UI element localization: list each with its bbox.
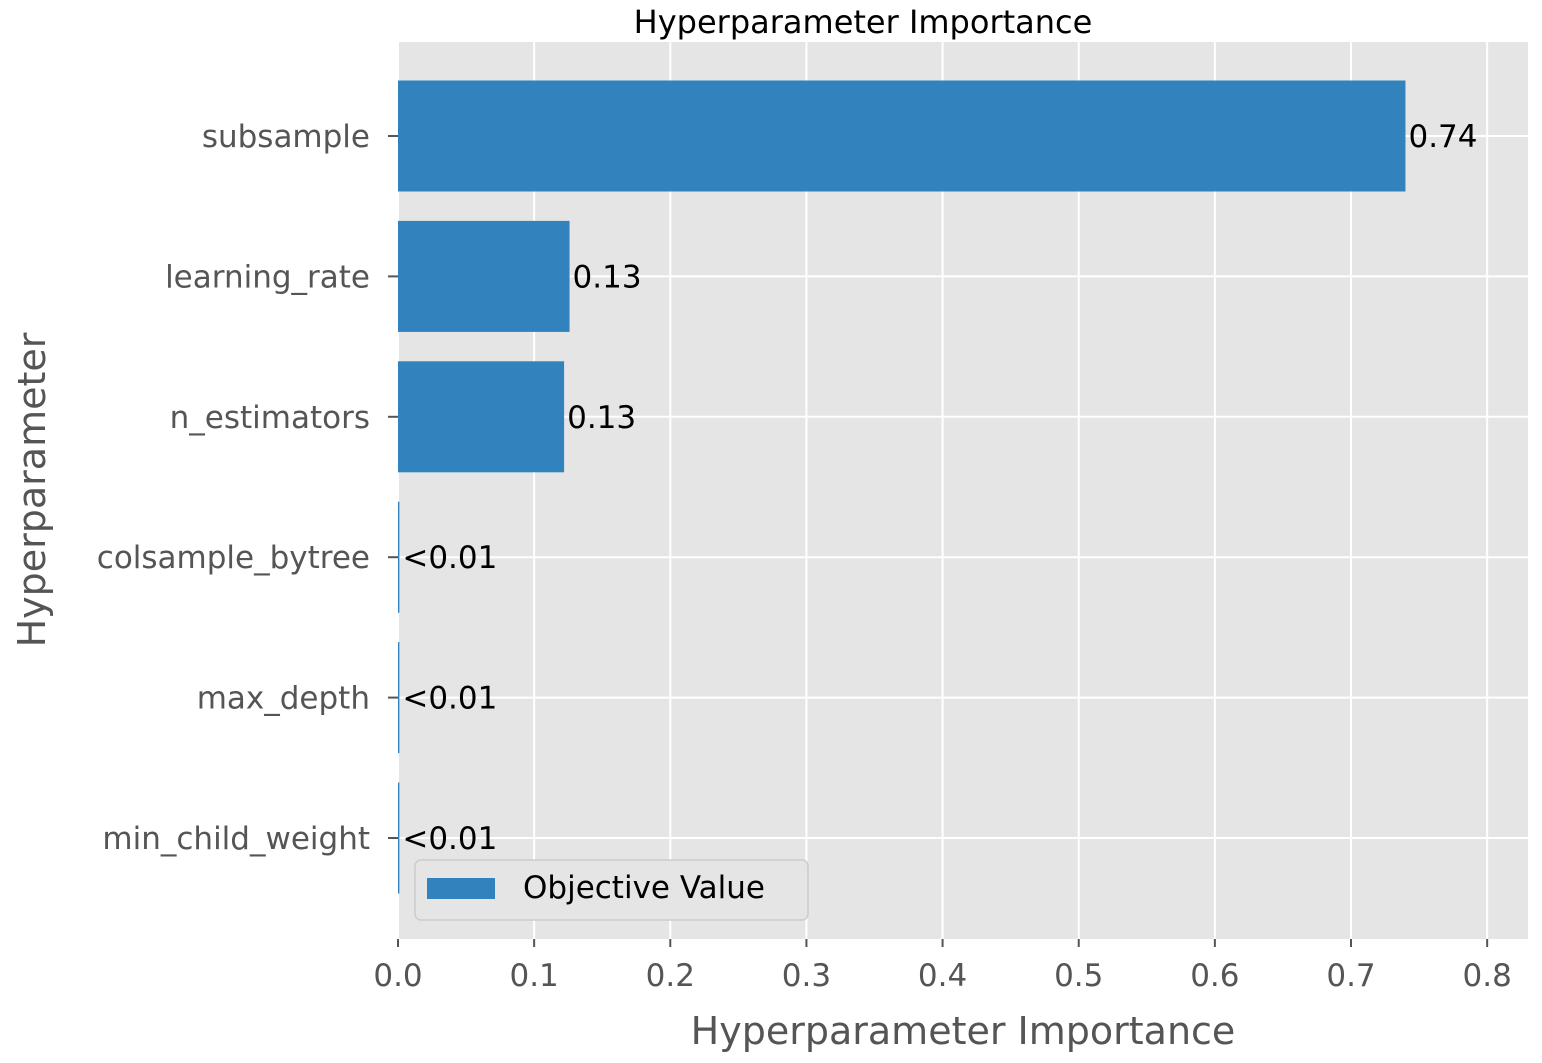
x-tick-label: 0.4: [918, 958, 967, 994]
data-label: 0.74: [1408, 119, 1477, 155]
x-tick-label: 0.1: [509, 958, 558, 994]
bar-n_estimators: [398, 361, 565, 473]
legend-swatch: [427, 878, 495, 899]
chart-title: Hyperparameter Importance: [634, 3, 1093, 41]
bar-subsample: [398, 80, 1406, 192]
x-tick-label: 0.2: [646, 958, 695, 994]
x-axis-ticks: 0.0 0.1 0.2 0.3 0.4 0.5 0.6 0.7 0.8: [373, 939, 1512, 994]
x-tick-label: 0.5: [1054, 958, 1103, 994]
data-label: <0.01: [402, 821, 497, 857]
legend: Objective Value: [414, 859, 809, 921]
x-tick-label: 0.8: [1463, 958, 1512, 994]
x-axis-label: Hyperparameter Importance: [691, 1009, 1236, 1053]
y-axis-ticks: subsample learning_rate n_estimatorscolsam…: [97, 119, 398, 857]
y-tick-label: n_estimators: [170, 400, 370, 436]
bars: [398, 80, 1406, 894]
data-labels: 0.74 0.13 0.13 <0.01 <0.01 <0.01: [402, 119, 1477, 857]
legend-box: [414, 859, 809, 921]
x-tick-label: 0.3: [782, 958, 831, 994]
y-tick-label: learning_rate: [165, 259, 370, 295]
data-label: <0.01: [402, 540, 497, 576]
legend-label: Objective Value: [523, 870, 765, 906]
bar-learning_rate: [398, 220, 570, 332]
bar-min_child_weight: [398, 782, 400, 894]
y-tick-label: colsample_bytree: [97, 540, 370, 576]
y-tick-label: max_depth: [197, 681, 370, 717]
y-tick-label: subsample: [202, 119, 370, 155]
x-tick-label: 0.0: [373, 958, 422, 994]
x-tick-label: 0.7: [1326, 958, 1375, 994]
bar-colsample_bytree: [398, 501, 400, 613]
data-label: 0.13: [573, 259, 642, 295]
x-tick-label: 0.6: [1190, 958, 1239, 994]
y-axis-label: Hyperparameter: [10, 332, 54, 647]
bar-max_depth: [398, 642, 400, 754]
y-tick-label: min_child_weight: [102, 821, 370, 857]
data-label: <0.01: [402, 681, 497, 717]
data-label: 0.13: [567, 400, 636, 436]
